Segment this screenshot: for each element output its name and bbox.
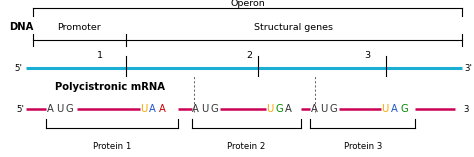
Text: A: A	[149, 104, 156, 114]
Text: Operon: Operon	[230, 0, 265, 8]
Text: U: U	[201, 104, 209, 114]
Text: G: G	[65, 104, 73, 114]
Text: A: A	[192, 104, 199, 114]
Text: U: U	[140, 104, 147, 114]
Text: A: A	[285, 104, 292, 114]
Text: U: U	[266, 104, 274, 114]
Text: G: G	[329, 104, 337, 114]
Text: A: A	[391, 104, 398, 114]
Text: A: A	[310, 104, 318, 114]
Text: DNA: DNA	[9, 22, 34, 32]
Text: Structural genes: Structural genes	[255, 23, 333, 32]
Text: U: U	[381, 104, 389, 114]
Text: 1: 1	[97, 51, 102, 60]
Text: 3': 3'	[465, 64, 473, 73]
Text: Polycistronic mRNA: Polycistronic mRNA	[55, 82, 164, 92]
Text: Protein 1: Protein 1	[93, 142, 131, 151]
Text: Protein 3: Protein 3	[344, 142, 382, 151]
Text: U: U	[320, 104, 328, 114]
Text: G: G	[211, 104, 219, 114]
Text: G: G	[276, 104, 283, 114]
Text: 5': 5'	[17, 105, 25, 114]
Text: G: G	[400, 104, 408, 114]
Text: 3: 3	[464, 105, 469, 114]
Text: U: U	[56, 104, 64, 114]
Text: A: A	[159, 104, 166, 114]
Text: 3: 3	[365, 51, 370, 60]
Text: Protein 2: Protein 2	[228, 142, 265, 151]
Text: Promoter: Promoter	[57, 23, 101, 32]
Text: 2: 2	[246, 51, 252, 60]
Text: A: A	[46, 104, 54, 114]
Text: 5': 5'	[15, 64, 23, 73]
